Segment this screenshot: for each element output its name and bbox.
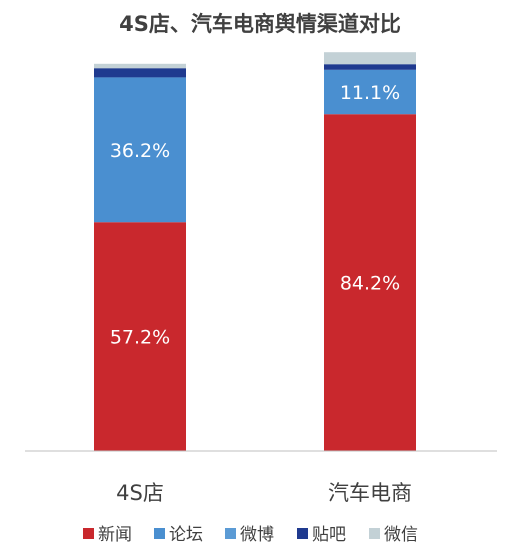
- bar-segment-贴吧-汽车电商: [324, 64, 416, 70]
- legend-item-微信: 微信: [369, 525, 418, 545]
- data-label-论坛-4S店: 36.2%: [110, 140, 170, 162]
- legend-swatch-新闻: [83, 528, 94, 539]
- category-label-汽车电商: 汽车电商: [328, 481, 412, 505]
- bar-segment-新闻-4S店: [94, 222, 186, 451]
- legend-label-新闻: 新闻: [98, 525, 132, 545]
- data-labels-layer: 57.2% 36.2% 84.2% 11.1%: [110, 82, 400, 349]
- bar-segment-贴吧-4S店: [94, 68, 186, 78]
- category-label-4S店: 4S店: [116, 481, 164, 505]
- legend-swatch-论坛: [154, 528, 165, 539]
- legend-label-论坛: 论坛: [169, 525, 203, 545]
- data-label-新闻-4S店: 57.2%: [110, 327, 170, 349]
- legend-swatch-贴吧: [297, 528, 308, 539]
- legend-item-论坛: 论坛: [154, 525, 203, 545]
- bar-segment-论坛-4S店: [94, 77, 186, 223]
- legend-item-新闻: 新闻: [83, 525, 132, 545]
- legend: 新闻 论坛 微博 贴吧 微信: [83, 525, 418, 545]
- bar-segment-微信-汽车电商: [324, 52, 416, 65]
- legend-label-贴吧: 贴吧: [312, 525, 346, 545]
- legend-label-微信: 微信: [384, 525, 418, 545]
- category-labels: 4S店 汽车电商: [116, 481, 412, 505]
- legend-item-贴吧: 贴吧: [297, 525, 346, 545]
- bar-segment-微信-4S店: [94, 63, 186, 69]
- bar-segment-新闻-汽车电商: [324, 114, 416, 451]
- legend-item-微博: 微博: [225, 525, 274, 545]
- data-label-新闻-汽车电商: 84.2%: [340, 273, 400, 295]
- legend-swatch-微博: [225, 528, 236, 539]
- data-label-论坛-汽车电商: 11.1%: [340, 82, 400, 104]
- chart-title: 4S店、汽车电商舆情渠道对比: [119, 12, 401, 36]
- bar-segment-论坛-汽车电商: [324, 69, 416, 115]
- bars-layer: [94, 52, 416, 451]
- legend-label-微博: 微博: [240, 525, 274, 545]
- legend-swatch-微信: [369, 528, 380, 539]
